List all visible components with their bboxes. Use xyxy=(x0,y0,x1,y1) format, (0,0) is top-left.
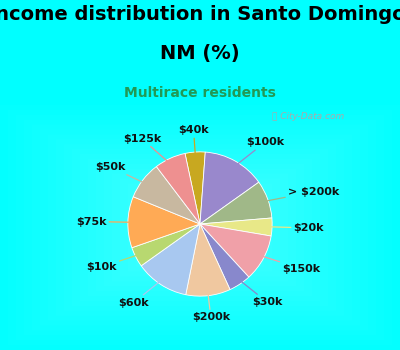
Wedge shape xyxy=(200,224,271,277)
Wedge shape xyxy=(132,224,200,266)
Text: $100k: $100k xyxy=(231,137,284,169)
Wedge shape xyxy=(185,152,205,224)
Wedge shape xyxy=(186,224,230,296)
Wedge shape xyxy=(200,218,272,236)
Wedge shape xyxy=(128,197,200,248)
Text: $60k: $60k xyxy=(118,276,166,308)
Text: NM (%): NM (%) xyxy=(160,44,240,63)
Text: $200k: $200k xyxy=(192,286,230,322)
Text: $30k: $30k xyxy=(235,276,282,307)
Wedge shape xyxy=(141,224,200,295)
Text: $150k: $150k xyxy=(255,254,320,274)
Wedge shape xyxy=(200,224,249,289)
Wedge shape xyxy=(200,152,259,224)
Text: > $200k: > $200k xyxy=(259,187,339,202)
Wedge shape xyxy=(133,167,200,224)
Text: $125k: $125k xyxy=(123,134,174,167)
Text: ⓘ City-Data.com: ⓘ City-Data.com xyxy=(272,112,344,121)
Text: $20k: $20k xyxy=(263,223,324,233)
Text: Income distribution in Santo Domingo,: Income distribution in Santo Domingo, xyxy=(0,5,400,24)
Wedge shape xyxy=(156,153,200,224)
Text: $50k: $50k xyxy=(95,162,150,186)
Wedge shape xyxy=(200,182,272,224)
Text: $40k: $40k xyxy=(178,125,209,161)
Text: $10k: $10k xyxy=(86,253,144,272)
Text: $75k: $75k xyxy=(76,217,137,226)
Text: Multirace residents: Multirace residents xyxy=(124,86,276,100)
